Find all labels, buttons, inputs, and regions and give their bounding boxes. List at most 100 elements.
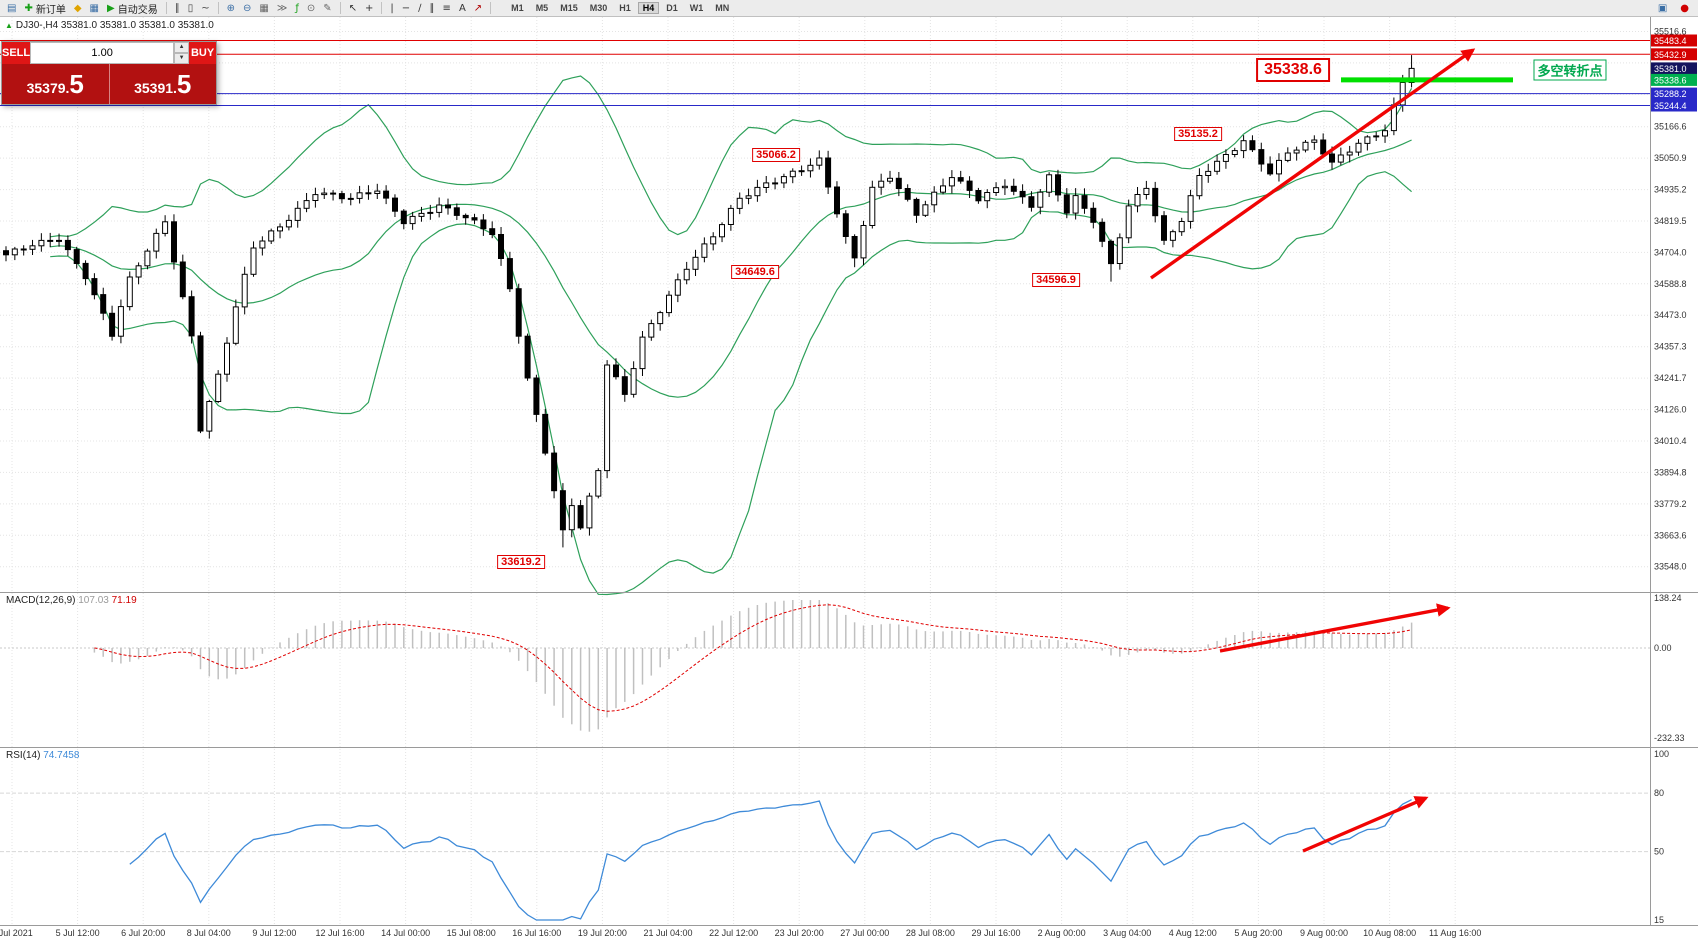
horizontal-line-icon[interactable]: − (398, 1, 414, 16)
trend-arrow-rsi[interactable] (1302, 796, 1429, 853)
price-callout[interactable]: 34649.6 (731, 265, 779, 279)
price-axis-label: 34126.0 (1654, 405, 1687, 415)
rsi-value: 74.7458 (43, 750, 80, 761)
turning-point-callout[interactable]: 多空转折点 (1533, 59, 1607, 81)
rsi-indicator-label: RSI(14) 74.7458 (6, 750, 79, 761)
timeframe-w1-button[interactable]: W1 (689, 3, 704, 13)
panel-separators (0, 17, 1698, 926)
play-icon: ▶ (107, 2, 115, 14)
price-axis-label: 34704.0 (1654, 247, 1687, 257)
periods-icon[interactable]: ⊙ (303, 1, 319, 16)
fibonacci-icon[interactable]: ≡ (439, 1, 455, 16)
price-axis-label: 34357.3 (1654, 342, 1687, 352)
timeframe-m15-button[interactable]: M15 (560, 3, 578, 13)
time-axis-label: 10 Aug 08:00 (1363, 928, 1416, 938)
crosshair-icon[interactable]: + (361, 1, 377, 16)
crosshair-icon: + (365, 2, 374, 14)
new-chart-icon[interactable]: ▤ (3, 1, 20, 16)
price-axis-label: 34241.7 (1654, 373, 1687, 383)
channel-icon[interactable]: ∥ (426, 1, 439, 16)
macd-name: MACD(12,26,9) (6, 595, 76, 606)
price-callout[interactable]: 33619.2 (497, 555, 545, 569)
time-axis-label: 1 Jul 2021 (0, 928, 33, 938)
metaeditor-icon: ◆ (73, 2, 82, 14)
price-tag: 35288.2 (1654, 89, 1687, 99)
indicators-icon[interactable]: ƒ (291, 1, 303, 16)
sell-price-tile[interactable]: 35379. 5 (2, 64, 109, 104)
price-callout[interactable]: 35066.2 (752, 148, 800, 162)
bar-chart-icon[interactable]: ∥ (171, 1, 184, 16)
cursor-icon[interactable]: ↖ (345, 1, 361, 16)
volume-input[interactable] (30, 42, 175, 64)
trend-arrow-macd[interactable] (1219, 603, 1451, 653)
line-chart-icon[interactable]: ~ (197, 1, 213, 16)
price-callout[interactable]: 35135.2 (1174, 127, 1222, 141)
bar-chart-icon: ∥ (174, 2, 180, 14)
bb-lower-band (50, 171, 1412, 596)
new-order-button[interactable]: ✚ 新订单 (20, 1, 69, 16)
market-watch-icon[interactable]: ▦ (86, 1, 103, 16)
templates-icon[interactable]: ✎ (319, 1, 335, 16)
trend-arrows[interactable] (1150, 48, 1476, 853)
autotrading-button[interactable]: ▶ 自动交易 (103, 1, 162, 16)
time-axis-label: 29 Jul 16:00 (971, 928, 1020, 938)
toolbar-separator (165, 2, 167, 14)
zoom-out-icon[interactable]: ⊖ (239, 1, 255, 16)
macd-axis-label: -232.33 (1654, 733, 1685, 743)
timeframe-m1-button[interactable]: M1 (511, 3, 524, 13)
time-axis-label: 9 Aug 00:00 (1300, 928, 1348, 938)
channel-icon: ∥ (429, 2, 435, 14)
rsi-axis-label: 100 (1654, 749, 1669, 759)
volume-control: ▲ ▼ (30, 42, 190, 64)
rsi-axis-label: 50 (1654, 847, 1664, 857)
zoom-in-icon[interactable]: ⊕ (223, 1, 239, 16)
macd-signal-value: 71.19 (111, 595, 137, 606)
timeframe-m30-button[interactable]: M30 (589, 3, 608, 13)
buy-price-tile[interactable]: 35391. 5 (110, 64, 217, 104)
macd-plot: 138.24 0.00 -232.33 (0, 593, 1685, 743)
autotrading-button-label: 自动交易 (117, 4, 158, 16)
plus-icon: ✚ (24, 2, 33, 14)
macd-main-value: 107.03 (78, 595, 109, 606)
line-chart-icon: ~ (201, 2, 210, 14)
candlestick-chart-icon[interactable]: ▯ (184, 1, 198, 16)
rsi-plot: 100 80 50 15 (0, 749, 1669, 925)
volume-up-button[interactable]: ▲ (174, 42, 190, 53)
bb-upper-band (50, 75, 1413, 238)
price-callout[interactable]: 34596.9 (1032, 273, 1080, 287)
arrows-icon[interactable]: ↗ (470, 1, 486, 16)
new-chart-icon: ▤ (7, 2, 17, 14)
macd-signal-line (94, 604, 1412, 712)
tile-windows-icon[interactable]: ▦ (255, 1, 272, 16)
auto-scroll-icon[interactable]: ≫ (273, 1, 291, 16)
macd-axis-label: 138.24 (1654, 593, 1682, 603)
text-icon: A (458, 2, 466, 14)
timeframe-h1-button[interactable]: H1 (619, 3, 631, 13)
buy-button[interactable]: BUY (189, 42, 216, 64)
arrows-icon: ↗ (473, 2, 483, 14)
price-axis-label: 34935.2 (1654, 185, 1687, 195)
timeframe-toolbar: M1 M5 M15 M30 H1 H4 D1 W1 MN (505, 2, 735, 14)
trendline-icon[interactable]: ∕ (414, 1, 425, 16)
sell-button[interactable]: SELL (2, 42, 31, 64)
trend-arrow-main[interactable] (1150, 48, 1476, 280)
vertical-line-icon[interactable]: | (386, 1, 397, 16)
timeframe-d1-button[interactable]: D1 (666, 3, 678, 13)
toolbar-separator (490, 2, 492, 14)
text-icon[interactable]: A (455, 1, 470, 16)
volume-down-button[interactable]: ▼ (174, 53, 190, 64)
timeframe-h4-button[interactable]: H4 (637, 2, 660, 14)
metaeditor-icon[interactable]: ◆ (70, 1, 86, 16)
horizontal-line-icon: − (401, 2, 411, 14)
price-tag: 35432.9 (1654, 50, 1687, 60)
alerts-icon[interactable]: ● (1676, 1, 1693, 16)
timeframe-mn-button[interactable]: MN (715, 3, 730, 13)
time-axis-label: 14 Jul 00:00 (381, 928, 430, 938)
horizontal-level-lines[interactable] (0, 40, 1650, 106)
tile-windows-icon: ▦ (259, 2, 269, 14)
window-layout-icon: ▣ (1657, 3, 1668, 14)
window-layout-icon[interactable]: ▣ (1654, 1, 1671, 16)
price-callout[interactable]: 35338.6 (1256, 58, 1330, 82)
timeframe-m5-button[interactable]: M5 (535, 3, 549, 13)
